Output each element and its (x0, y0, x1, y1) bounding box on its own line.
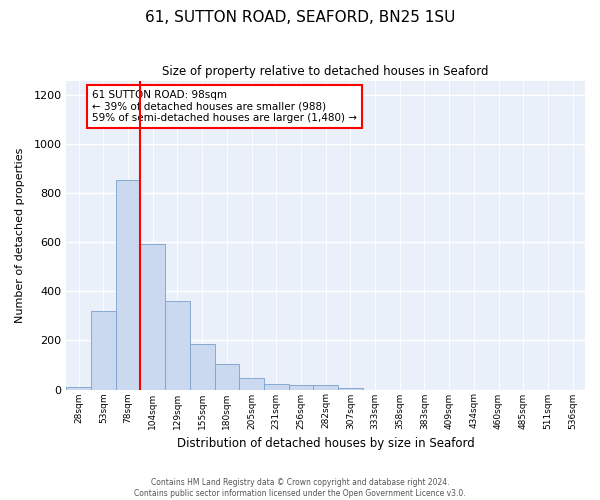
Text: 61 SUTTON ROAD: 98sqm
← 39% of detached houses are smaller (988)
59% of semi-det: 61 SUTTON ROAD: 98sqm ← 39% of detached … (92, 90, 357, 123)
Bar (239, 378, 264, 390)
Bar (91, 311, 116, 390)
Bar (67, 387, 91, 390)
Bar (215, 364, 239, 390)
Text: Contains HM Land Registry data © Crown copyright and database right 2024.
Contai: Contains HM Land Registry data © Crown c… (134, 478, 466, 498)
Bar (338, 388, 363, 390)
Title: Size of property relative to detached houses in Seaford: Size of property relative to detached ho… (163, 65, 489, 78)
Bar (165, 301, 190, 390)
Bar (190, 344, 215, 390)
Bar (313, 384, 338, 390)
Bar (116, 180, 140, 390)
Y-axis label: Number of detached properties: Number of detached properties (15, 148, 25, 322)
Bar (289, 384, 313, 390)
Bar (264, 384, 289, 390)
Bar (140, 244, 165, 390)
Text: 61, SUTTON ROAD, SEAFORD, BN25 1SU: 61, SUTTON ROAD, SEAFORD, BN25 1SU (145, 10, 455, 25)
X-axis label: Distribution of detached houses by size in Seaford: Distribution of detached houses by size … (177, 437, 475, 450)
